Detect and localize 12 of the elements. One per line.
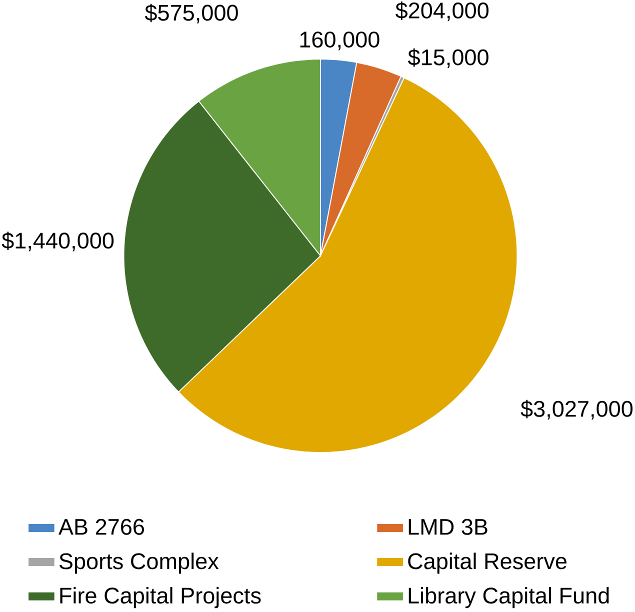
legend-label: Fire Capital Projects xyxy=(60,587,261,608)
legend-label: AB 2766 xyxy=(58,518,144,535)
data-label: $15,000 xyxy=(408,48,488,68)
data-label: $3,027,000 xyxy=(520,400,633,420)
legend-label: LMD 3B xyxy=(408,518,488,535)
data-label: $575,000 xyxy=(144,4,238,24)
data-label: 160,000 xyxy=(300,32,380,50)
data-label: $1,440,000 xyxy=(2,232,114,252)
data-label: $204,000 xyxy=(396,2,489,22)
legend-label: Library Capital Fund xyxy=(408,587,609,608)
legend-label: Sports Complex xyxy=(59,552,219,574)
legend-label: Capital Reserve xyxy=(408,552,567,574)
